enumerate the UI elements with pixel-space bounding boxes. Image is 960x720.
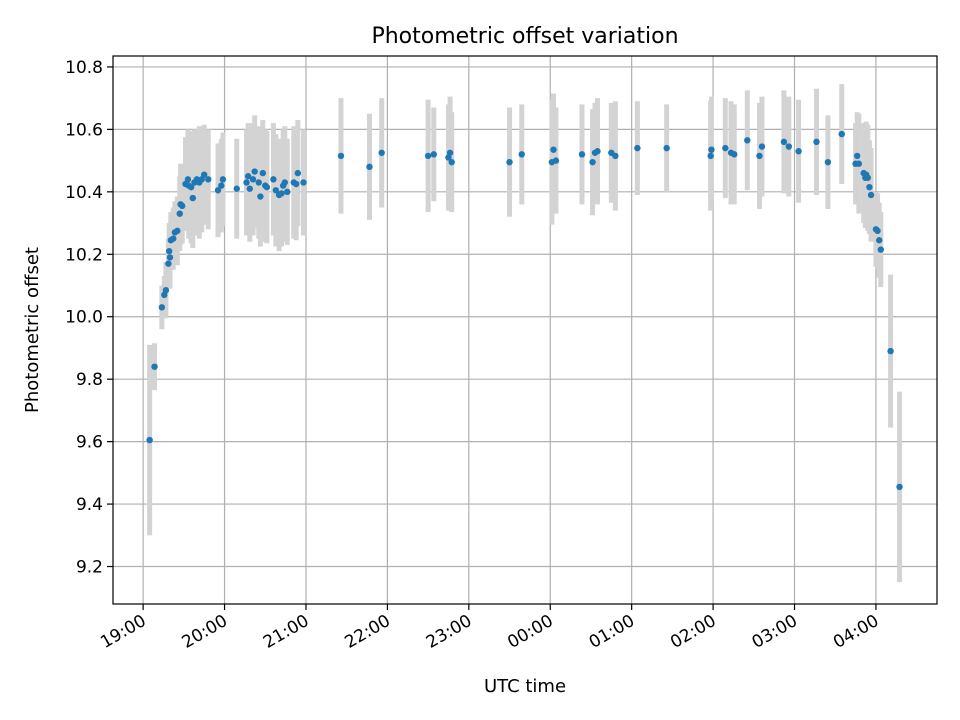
data-point (257, 193, 264, 200)
data-points (146, 130, 903, 491)
data-point (244, 173, 252, 180)
y-tick-label: 9.2 (76, 558, 103, 578)
data-point (612, 152, 619, 160)
data-point (366, 163, 373, 171)
data-point (378, 149, 385, 156)
data-point (867, 191, 875, 199)
data-point (146, 436, 153, 444)
y-tick-label: 10.4 (65, 183, 103, 203)
data-point (731, 151, 738, 158)
data-point (184, 176, 192, 183)
data-point (550, 146, 557, 153)
data-point (272, 187, 280, 194)
data-point (170, 235, 177, 242)
data-point (337, 152, 345, 160)
data-point (795, 148, 802, 155)
data-point (176, 210, 183, 217)
data-point (552, 157, 560, 164)
data-point (294, 169, 302, 177)
chart-title: Photometric offset variation (371, 24, 678, 49)
data-point (174, 227, 181, 235)
data-point (243, 179, 250, 186)
data-point (756, 152, 763, 160)
data-point (284, 188, 291, 196)
data-point (293, 180, 300, 188)
data-point (151, 363, 158, 370)
data-point (578, 151, 586, 158)
data-point (838, 130, 845, 138)
data-point (589, 158, 596, 166)
data-point (281, 179, 289, 186)
data-point (663, 144, 670, 152)
data-point (875, 237, 883, 244)
data-point (189, 194, 196, 202)
y-tick-label: 10.0 (65, 308, 103, 328)
data-point (214, 187, 222, 194)
data-point (874, 227, 881, 235)
data-point (219, 176, 227, 183)
data-point (634, 144, 641, 152)
data-point (877, 246, 885, 253)
data-point (166, 254, 174, 261)
data-point (165, 260, 172, 267)
data-point (205, 176, 212, 183)
data-point (448, 158, 455, 166)
data-point (187, 183, 195, 191)
data-point (864, 174, 871, 181)
x-axis-label: UTC time (484, 676, 566, 697)
data-point (300, 179, 307, 186)
data-point (866, 183, 873, 191)
data-point (165, 247, 173, 255)
y-tick-label: 9.4 (76, 495, 103, 515)
data-point (246, 185, 253, 192)
data-point (218, 182, 225, 189)
y-axis-ticks: 9.2 9.4 9.6 9.8 10.0 10.2 10.4 10.6 10.8 (65, 58, 113, 578)
data-point (854, 152, 861, 160)
data-point (162, 286, 170, 294)
y-tick-label: 10.6 (65, 120, 103, 140)
data-point (270, 176, 277, 183)
data-point (758, 143, 766, 150)
data-point (446, 149, 454, 156)
data-point (824, 158, 832, 166)
plot-area-frame (112, 55, 938, 605)
data-point (251, 168, 258, 175)
data-point (887, 347, 894, 355)
data-point (707, 152, 714, 160)
data-point (259, 169, 267, 177)
data-point (855, 160, 863, 167)
data-point (158, 304, 166, 311)
y-tick-label: 10.2 (65, 245, 103, 265)
data-point (896, 483, 903, 491)
y-tick-label: 9.8 (76, 370, 103, 390)
data-point (785, 143, 793, 150)
data-point (708, 146, 715, 153)
data-point (233, 185, 240, 192)
data-point (506, 158, 513, 166)
data-point (255, 179, 262, 186)
data-point (594, 148, 601, 155)
data-point (249, 176, 257, 183)
data-point (780, 138, 788, 146)
data-point (813, 138, 820, 146)
data-point (744, 137, 751, 144)
data-point (263, 183, 271, 191)
data-point (179, 202, 186, 210)
data-point (518, 151, 525, 158)
y-tick-label: 10.8 (65, 58, 103, 78)
data-point (278, 190, 285, 197)
data-point (424, 152, 432, 160)
data-point (722, 144, 729, 152)
y-axis-label: Photometric offset (22, 247, 43, 413)
data-point (430, 151, 438, 158)
data-point (200, 171, 208, 178)
y-tick-label: 9.6 (76, 433, 103, 453)
